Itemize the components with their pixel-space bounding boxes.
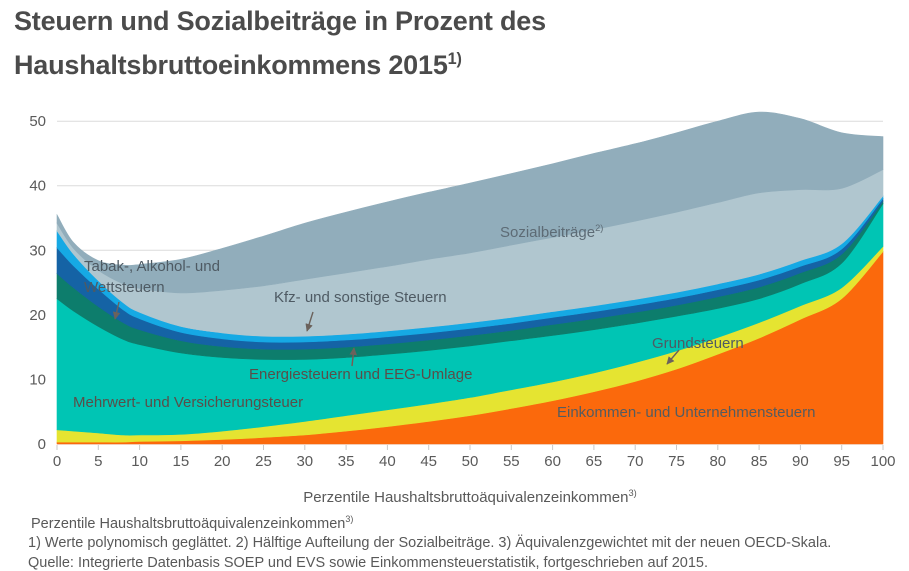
label-grundsteuern: Grundsteuern — [652, 335, 744, 352]
x-tick-label: 50 — [462, 453, 479, 470]
x-tick-label: 15 — [173, 453, 190, 470]
x-tick-label: 95 — [833, 453, 850, 470]
chart-title-line1: Steuern und Sozialbeiträge in Prozent de… — [14, 6, 546, 36]
label-kfz-sonstige-steuern: Kfz- und sonstige Steuern — [274, 289, 447, 306]
footnotes: Perzentile Haushaltsbruttoäquivalenzeink… — [28, 510, 898, 571]
x-tick-label: 70 — [627, 453, 644, 470]
label-tabak-alkohol-wettsteuern: Tabak-, Alkohol- und Wettsteuern — [84, 258, 220, 296]
x-tick-label: 55 — [503, 453, 520, 470]
x-tick-label: 40 — [379, 453, 396, 470]
stacked-area-plot: 0 10 20 30 40 50 0 5 10 15 20 25 30 35 40 45 50 55 60 65 70 7… — [29, 111, 896, 470]
y-tick-label: 0 — [38, 436, 46, 453]
chart-title: Steuern und Sozialbeiträge in Prozent de… — [14, 2, 546, 84]
x-tick-label: 20 — [214, 453, 231, 470]
y-tick-label: 40 — [29, 178, 46, 195]
label-energiesteuern-eeg-umlage: Energiesteuern und EEG-Umlage — [249, 366, 473, 383]
y-tick-label: 10 — [29, 371, 46, 388]
label-sozialbeitraege: Sozialbeiträge2) — [500, 223, 604, 241]
x-tick-label: 60 — [544, 453, 561, 470]
x-tick-label: 45 — [420, 453, 437, 470]
x-tick-label: 85 — [751, 453, 768, 470]
title-footnote-marker: 1) — [447, 50, 462, 68]
label-mehrwert-versicherungsteuer: Mehrwert- und Versicherungsteuer — [73, 394, 304, 411]
y-tick-label: 50 — [29, 113, 46, 130]
x-tick-label: 25 — [255, 453, 272, 470]
x-tick-label: 5 — [94, 453, 102, 470]
label-einkommen-unternehmensteuern: Einkommen- und Unternehmensteuern — [557, 404, 816, 421]
y-tick-label: 20 — [29, 307, 46, 324]
area-sozial-2 — [56, 111, 884, 294]
x-tick-label: 80 — [709, 453, 726, 470]
footnote-source: Quelle: Integrierte Datenbasis SOEP und … — [28, 554, 708, 571]
x-tick-label: 30 — [296, 453, 313, 470]
footnote-axis: Perzentile Haushaltsbruttoäquivalenzeink… — [31, 514, 354, 532]
x-tick-label: 35 — [338, 453, 355, 470]
x-tick-label: 90 — [792, 453, 809, 470]
x-tick-label: 10 — [131, 453, 148, 470]
y-tick-label: 30 — [29, 242, 46, 259]
x-axis-title: Perzentile Haushaltsbruttoäquivalenzeink… — [303, 488, 637, 506]
x-tick-label: 100 — [870, 453, 895, 470]
x-tick-label: 65 — [586, 453, 603, 470]
x-tick-label: 75 — [668, 453, 685, 470]
chart-title-line2: Haushaltsbruttoeinkommens 20151) — [14, 50, 462, 80]
x-tick-label: 0 — [53, 453, 61, 470]
stacked-area-chart: 0 10 20 30 40 50 0 5 10 15 20 25 30 35 40 45 50 55 60 65 70 7… — [0, 90, 909, 515]
footnote-notes: 1) Werte polynomisch geglättet. 2) Hälft… — [28, 535, 832, 552]
